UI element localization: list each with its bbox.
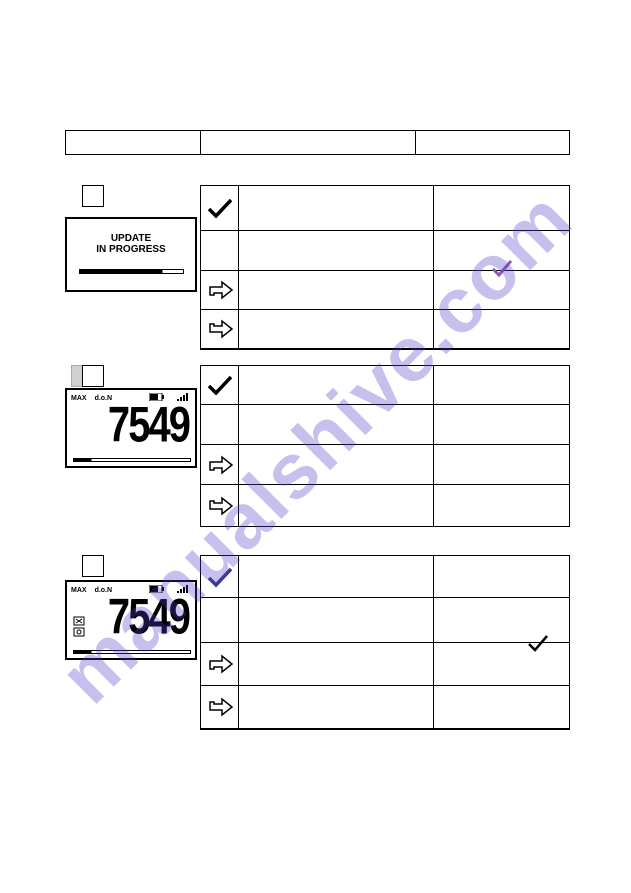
step-1-table — [200, 185, 570, 350]
step-3-row-2-icon — [201, 598, 239, 642]
step-1-right-check — [434, 186, 569, 349]
check-icon — [201, 186, 239, 230]
step-3-row-3-text — [239, 643, 434, 685]
step-2-checkbox — [82, 365, 104, 387]
step-1-row-2-text — [239, 231, 434, 270]
header-cell-3 — [416, 131, 569, 154]
step-2-row-3-text — [239, 445, 434, 484]
step-1-row-4-text — [239, 310, 434, 348]
arrow-return-up-icon — [201, 271, 239, 309]
lcd-1-digits: 7549 — [77, 403, 191, 446]
lcd-2-bar — [73, 650, 191, 654]
lcd-max-label: MAX — [71, 587, 87, 594]
arrow-return-up-icon — [201, 643, 239, 685]
step-1-checkbox — [82, 185, 104, 207]
update-progress-bar — [79, 269, 184, 274]
step-2-row-2-text — [239, 405, 434, 444]
step-3-row-1-text — [239, 556, 434, 597]
header-cell-2 — [201, 131, 416, 154]
lcd-2-digits: 7549 — [77, 595, 191, 638]
header-cell-1 — [66, 131, 201, 154]
arrow-return-down-icon — [201, 686, 239, 728]
check-icon — [201, 366, 239, 404]
arrow-return-down-icon — [201, 485, 239, 526]
lcd-1-bar — [73, 458, 191, 462]
lcd-max-label: MAX — [71, 395, 87, 402]
step-1-row-3-text — [239, 271, 434, 309]
screen-lcd-2: MAX d.o.N 7549 — [65, 580, 197, 660]
step-2-table — [200, 365, 570, 527]
page-content: UPDATE IN PROGRESS — [65, 130, 570, 155]
step-1-row-1-text — [239, 186, 434, 230]
step-3-row-4-text — [239, 686, 434, 728]
step-3-table — [200, 555, 570, 730]
screen-lcd-1: MAX d.o.N 7549 — [65, 388, 197, 468]
arrow-return-down-icon — [201, 310, 239, 348]
step-2-row-4-text — [239, 485, 434, 526]
check-icon — [201, 556, 239, 597]
screen-update: UPDATE IN PROGRESS — [65, 217, 197, 292]
header-bar — [65, 130, 570, 155]
step-3-row-2-text — [239, 598, 434, 642]
update-line2: IN PROGRESS — [67, 244, 195, 255]
update-line1: UPDATE — [67, 233, 195, 244]
step-2-row-2-icon — [201, 405, 239, 444]
step-3-checkbox — [82, 555, 104, 577]
arrow-return-up-icon — [201, 445, 239, 484]
step-3-right-check — [434, 556, 569, 729]
step-1-row-2-icon — [201, 231, 239, 270]
step-2-row-1-text — [239, 366, 434, 404]
